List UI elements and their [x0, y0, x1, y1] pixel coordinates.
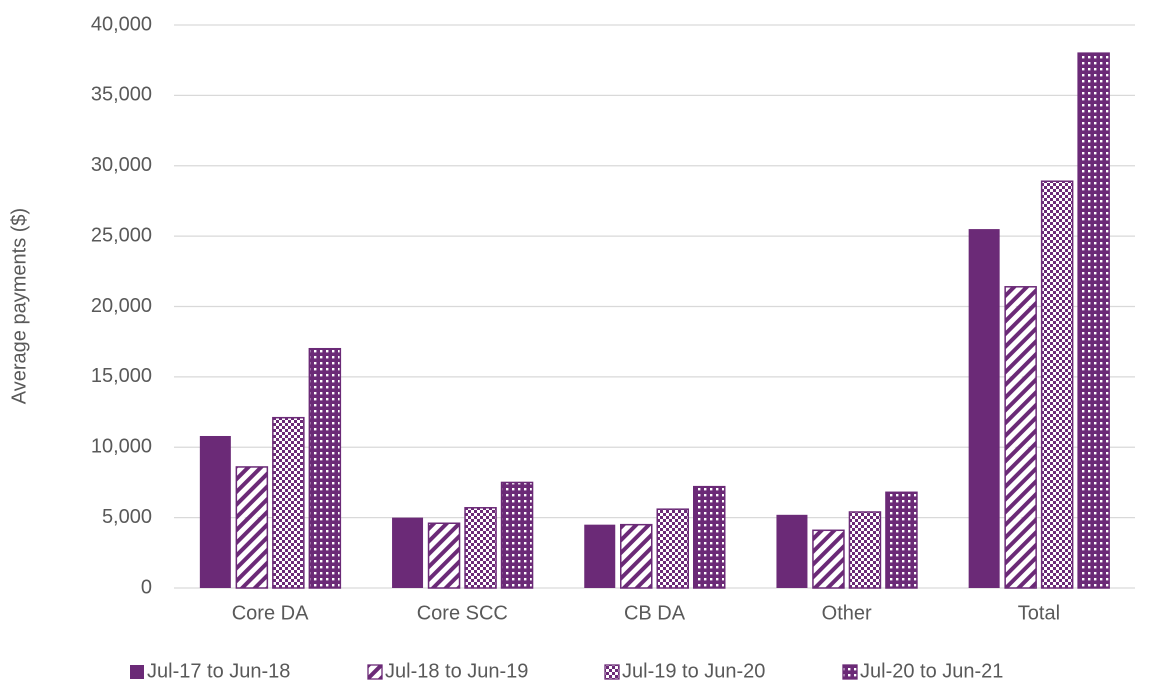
- bar: [693, 485, 726, 589]
- y-tick-label: 40,000: [91, 13, 152, 35]
- bar: [199, 435, 231, 588]
- bar: [235, 466, 269, 589]
- bar: [584, 524, 616, 588]
- y-tick-label: 35,000: [91, 84, 152, 106]
- x-tick-label: Core SCC: [417, 602, 508, 624]
- y-tick-label: 5,000: [102, 506, 152, 528]
- bar: [1004, 286, 1037, 589]
- legend-label: Jul-20 to Jun-21: [860, 660, 1003, 682]
- y-tick-label: 25,000: [91, 224, 152, 246]
- y-tick-label: 0: [141, 576, 152, 598]
- bar: [392, 517, 424, 588]
- y-axis-label: Average payments ($): [8, 208, 30, 404]
- legend-swatch: [842, 664, 858, 680]
- bar: [812, 529, 845, 589]
- bar: [500, 481, 534, 589]
- bar: [427, 522, 461, 589]
- y-tick-label: 10,000: [91, 436, 152, 458]
- bar: [968, 229, 1000, 588]
- bar: [272, 416, 305, 589]
- bar: [776, 514, 808, 588]
- bar: [308, 347, 342, 589]
- legend-swatch: [130, 665, 144, 679]
- legend-swatch: [367, 664, 383, 680]
- bar: [656, 508, 689, 589]
- y-tick-label: 15,000: [91, 365, 152, 387]
- y-tick-label: 20,000: [91, 295, 152, 317]
- x-tick-label: CB DA: [624, 602, 686, 624]
- x-tick-label: Core DA: [232, 602, 309, 624]
- y-tick-label: 30,000: [91, 154, 152, 176]
- bar: [1077, 52, 1110, 589]
- bar: [848, 511, 882, 589]
- x-tick-label: Other: [822, 602, 872, 624]
- legend-swatch: [604, 664, 620, 680]
- legend-label: Jul-17 to Jun-18: [147, 660, 290, 682]
- x-tick-label: Total: [1018, 602, 1060, 624]
- bar: [1040, 180, 1074, 589]
- legend-label: Jul-19 to Jun-20: [622, 660, 765, 682]
- bar: [620, 523, 653, 589]
- legend-label: Jul-18 to Jun-19: [385, 660, 528, 682]
- bar: [464, 507, 497, 589]
- bar: [885, 491, 918, 589]
